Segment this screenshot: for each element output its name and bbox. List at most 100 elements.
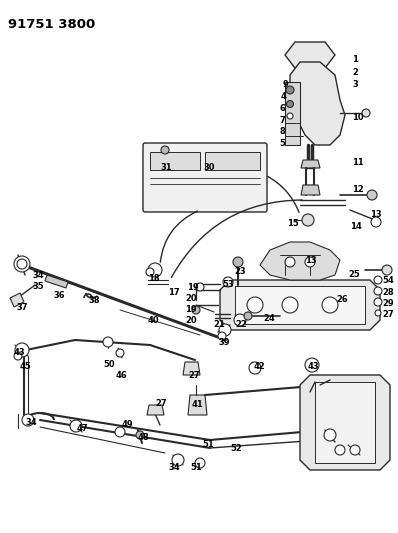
Text: 50: 50 bbox=[103, 360, 115, 369]
Text: 5: 5 bbox=[279, 139, 285, 148]
Polygon shape bbox=[300, 375, 390, 470]
Text: 38: 38 bbox=[88, 296, 100, 305]
Text: 20: 20 bbox=[185, 316, 197, 325]
Polygon shape bbox=[285, 42, 335, 68]
Text: 30: 30 bbox=[203, 163, 215, 172]
Text: 39: 39 bbox=[218, 338, 230, 347]
Circle shape bbox=[374, 287, 382, 295]
Circle shape bbox=[233, 257, 243, 267]
Polygon shape bbox=[150, 152, 200, 170]
Text: 53: 53 bbox=[222, 280, 234, 289]
Circle shape bbox=[116, 349, 124, 357]
Text: 10: 10 bbox=[352, 113, 364, 122]
Text: 2: 2 bbox=[352, 68, 358, 77]
Text: 54: 54 bbox=[382, 276, 394, 285]
Text: 21: 21 bbox=[213, 320, 225, 329]
Text: 36: 36 bbox=[53, 291, 64, 300]
Circle shape bbox=[322, 297, 338, 313]
Text: 48: 48 bbox=[138, 433, 150, 442]
Text: 14: 14 bbox=[350, 222, 362, 231]
Polygon shape bbox=[205, 152, 260, 170]
Circle shape bbox=[223, 277, 233, 287]
Polygon shape bbox=[188, 395, 207, 415]
Text: 35: 35 bbox=[32, 282, 44, 291]
Text: 15: 15 bbox=[287, 219, 299, 228]
Circle shape bbox=[287, 113, 293, 119]
Text: 4: 4 bbox=[281, 92, 287, 101]
Circle shape bbox=[350, 445, 360, 455]
Circle shape bbox=[249, 362, 261, 374]
Circle shape bbox=[14, 352, 22, 360]
Circle shape bbox=[371, 217, 381, 227]
Text: 49: 49 bbox=[122, 420, 134, 429]
Circle shape bbox=[218, 332, 226, 340]
Text: 6: 6 bbox=[279, 104, 285, 113]
Circle shape bbox=[103, 337, 113, 347]
Text: 40: 40 bbox=[148, 316, 160, 325]
Text: 27: 27 bbox=[382, 310, 394, 319]
Text: 11: 11 bbox=[352, 158, 364, 167]
Polygon shape bbox=[290, 62, 345, 145]
Polygon shape bbox=[147, 405, 164, 415]
Text: 34: 34 bbox=[25, 418, 37, 427]
Circle shape bbox=[305, 358, 319, 372]
Circle shape bbox=[282, 297, 298, 313]
Polygon shape bbox=[301, 185, 320, 195]
Circle shape bbox=[22, 414, 34, 426]
Polygon shape bbox=[220, 280, 380, 330]
Circle shape bbox=[244, 312, 252, 320]
Text: 51: 51 bbox=[202, 440, 214, 449]
Polygon shape bbox=[235, 286, 365, 324]
Text: 22: 22 bbox=[235, 320, 247, 329]
Text: 13: 13 bbox=[305, 256, 317, 265]
Circle shape bbox=[161, 146, 169, 154]
Circle shape bbox=[115, 427, 125, 437]
Text: 51: 51 bbox=[190, 463, 202, 472]
Circle shape bbox=[148, 263, 162, 277]
Circle shape bbox=[285, 257, 295, 267]
Text: 18: 18 bbox=[148, 274, 160, 283]
Circle shape bbox=[219, 324, 231, 336]
Text: 34: 34 bbox=[32, 271, 44, 280]
Text: 45: 45 bbox=[20, 362, 32, 371]
Circle shape bbox=[302, 214, 314, 226]
Polygon shape bbox=[260, 242, 340, 280]
Polygon shape bbox=[183, 362, 200, 375]
Circle shape bbox=[15, 343, 29, 357]
FancyBboxPatch shape bbox=[143, 143, 267, 212]
Circle shape bbox=[172, 454, 184, 466]
Text: 3: 3 bbox=[352, 80, 358, 89]
Text: 19: 19 bbox=[187, 283, 199, 292]
Text: 42: 42 bbox=[254, 362, 266, 371]
Text: 46: 46 bbox=[116, 371, 128, 380]
Circle shape bbox=[362, 109, 370, 117]
Text: 37: 37 bbox=[16, 303, 27, 312]
Circle shape bbox=[382, 265, 392, 275]
Circle shape bbox=[146, 268, 154, 276]
Text: 43: 43 bbox=[14, 348, 25, 357]
Circle shape bbox=[374, 298, 382, 306]
Circle shape bbox=[234, 314, 246, 326]
Text: 20: 20 bbox=[185, 294, 197, 303]
Circle shape bbox=[70, 420, 82, 432]
Circle shape bbox=[287, 101, 293, 108]
Text: 25: 25 bbox=[348, 270, 360, 279]
Text: 91751 3800: 91751 3800 bbox=[8, 18, 95, 31]
Text: 47: 47 bbox=[77, 424, 89, 433]
Text: 7: 7 bbox=[279, 116, 285, 125]
Circle shape bbox=[335, 445, 345, 455]
Circle shape bbox=[17, 259, 27, 269]
Circle shape bbox=[374, 276, 382, 284]
Polygon shape bbox=[315, 382, 375, 463]
Text: 9: 9 bbox=[283, 80, 289, 89]
Circle shape bbox=[286, 86, 294, 94]
Text: 28: 28 bbox=[382, 288, 394, 297]
Circle shape bbox=[14, 256, 30, 272]
Text: 41: 41 bbox=[192, 400, 204, 409]
Circle shape bbox=[136, 431, 144, 439]
Text: 8: 8 bbox=[279, 127, 285, 136]
Circle shape bbox=[192, 306, 200, 314]
Circle shape bbox=[367, 190, 377, 200]
Circle shape bbox=[196, 283, 204, 291]
Text: 12: 12 bbox=[352, 185, 364, 194]
